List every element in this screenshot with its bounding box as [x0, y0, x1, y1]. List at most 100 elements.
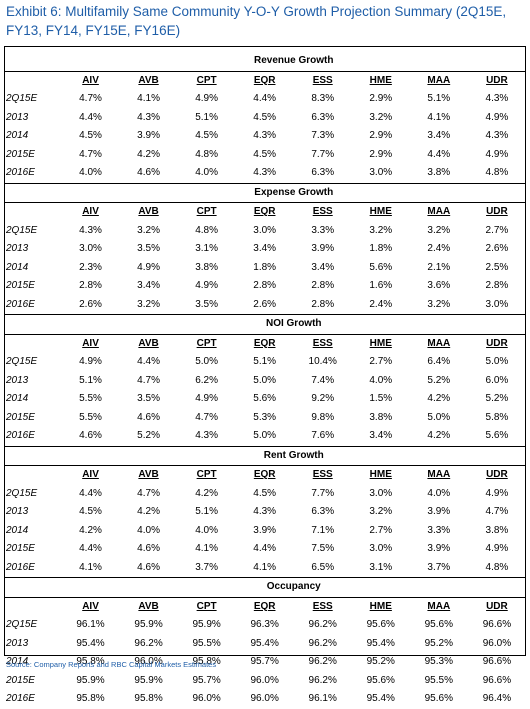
table-cell: 5.1% — [195, 506, 219, 517]
table-cell: 2.8% — [485, 280, 509, 291]
table-cell: 4.9% — [195, 393, 219, 404]
table-row: 2013 4.5% 4.2% 5.1% 4.3% 6.3% 3.2% 3.9% 4.7% — [4, 503, 526, 522]
table-cell: 4.9% — [485, 148, 509, 160]
table-cell: 3.4% — [253, 243, 277, 254]
table-cell: 3.8% — [427, 167, 451, 178]
table-cell: 4.9% — [485, 543, 509, 554]
table-cell: 3.2% — [427, 224, 451, 236]
table-cell: 4.4% — [253, 93, 277, 104]
column-header: UDR — [486, 600, 508, 612]
table-cell: 96.2% — [308, 637, 337, 649]
table-cell: 4.5% — [79, 506, 102, 517]
table-cell: 95.8% — [192, 656, 221, 667]
table-cell: 1.6% — [369, 280, 393, 291]
column-header: ESS — [312, 206, 333, 217]
table-cell: 7.1% — [311, 524, 335, 536]
section-title: Revenue Growth — [61, 52, 526, 72]
table-cell: 6.0% — [485, 374, 509, 386]
table-cell: 2.8% — [311, 298, 335, 310]
table-cell: 95.7% — [250, 656, 279, 667]
table-cell: 3.2% — [369, 111, 393, 123]
column-header: MAA — [427, 337, 451, 349]
table-cell: 95.6% — [424, 619, 453, 630]
table-row: 2015E 5.5% 4.6% 4.7% 5.3% 9.8% 3.8% 5.0% 5.8% — [4, 409, 526, 428]
table-cell: 5.5% — [79, 393, 102, 404]
row-label: 2016E — [6, 167, 35, 178]
table-cell: 5.2% — [427, 374, 451, 386]
column-header: CPT — [196, 600, 217, 612]
table-cell: 4.7% — [195, 411, 219, 423]
column-header: AVB — [138, 600, 159, 612]
table-cell: 4.6% — [79, 430, 102, 441]
table-cell: 2.7% — [369, 356, 393, 367]
table-cell: 4.7% — [137, 487, 160, 499]
table-cell: 96.2% — [308, 619, 337, 630]
column-header: HME — [369, 600, 392, 612]
table-cell: 4.3% — [79, 224, 102, 236]
table-cell: 8.3% — [311, 93, 335, 104]
table-cell: 2.8% — [311, 280, 335, 291]
column-header: EQR — [253, 469, 276, 480]
table-cell: 4.3% — [137, 111, 160, 123]
table-cell: 5.2% — [137, 430, 160, 441]
table-cell: 96.3% — [250, 619, 279, 630]
row-label: 2013 — [6, 111, 29, 123]
table-cell: 4.0% — [195, 524, 219, 536]
table-cell: 4.4% — [79, 487, 102, 499]
table-cell: 2.1% — [427, 261, 451, 273]
table-cell: 4.5% — [253, 487, 277, 499]
row-label: 2015E — [6, 280, 35, 291]
table-cell: 4.3% — [485, 93, 509, 104]
table-cell: 4.8% — [485, 561, 509, 573]
row-label: 2013 — [6, 506, 29, 517]
table-cell: 4.0% — [137, 524, 160, 536]
table-cell: 5.0% — [485, 356, 509, 367]
table-cell: 3.0% — [485, 298, 509, 310]
table-cell: 7.3% — [311, 130, 335, 141]
table-cell: 95.2% — [366, 656, 395, 667]
table-cell: 96.0% — [482, 637, 512, 649]
table-row: 2Q15E 4.4% 4.7% 4.2% 4.5% 7.7% 3.0% 4.0% 4.9% — [4, 485, 526, 504]
row-label: 2Q15E — [6, 224, 38, 236]
row-label: 2015E — [6, 411, 35, 423]
table-cell: 2.4% — [369, 298, 393, 310]
table-cell: 96.0% — [250, 693, 279, 704]
table-cell: 4.3% — [253, 167, 277, 178]
table-cell: 96.2% — [134, 637, 163, 649]
table-cell: 4.0% — [79, 167, 102, 178]
section-header-row: Revenue Growth — [4, 52, 526, 72]
column-header: EQR — [253, 600, 276, 612]
table-cell: 3.9% — [427, 506, 451, 517]
table-cell: 4.9% — [79, 356, 102, 367]
table-cell: 3.2% — [369, 506, 393, 517]
section-header-row: Occupancy — [4, 577, 526, 598]
projection-table: Revenue Growth AIV AVB CPT EQR ESS HME MAA UDR 2Q… — [4, 52, 526, 709]
column-header-row: AIV AVB CPT EQR ESS HME MAA UDR — [4, 334, 526, 353]
column-header: MAA — [427, 469, 451, 480]
table-cell: 5.1% — [195, 111, 219, 123]
table-cell: 96.0% — [192, 693, 221, 704]
table-cell: 95.6% — [366, 674, 395, 686]
table-cell: 3.7% — [427, 561, 451, 573]
table-cell: 3.0% — [369, 167, 393, 178]
table-cell: 4.1% — [137, 93, 160, 104]
table-cell: 2.6% — [253, 298, 277, 310]
row-label: 2014 — [6, 130, 29, 141]
table-cell: 2.5% — [485, 261, 509, 273]
table-row: 2Q15E 4.7% 4.1% 4.9% 4.4% 8.3% 2.9% 5.1% 4.3% — [4, 90, 526, 109]
table-cell: 95.8% — [134, 693, 163, 704]
table-cell: 3.0% — [369, 487, 393, 499]
column-header: HME — [369, 74, 392, 86]
column-header: MAA — [427, 206, 451, 217]
row-label: 2Q15E — [6, 487, 38, 499]
column-header: UDR — [486, 74, 508, 86]
table-cell: 2.7% — [485, 224, 509, 236]
table-cell: 95.4% — [366, 637, 395, 649]
table-cell: 4.5% — [79, 130, 102, 141]
column-header: AIV — [82, 600, 99, 612]
table-cell: 5.2% — [485, 393, 509, 404]
table-cell: 5.6% — [253, 393, 277, 404]
table-cell: 3.1% — [195, 243, 219, 254]
table-cell: 4.8% — [195, 148, 219, 160]
table-cell: 96.1% — [308, 693, 337, 704]
